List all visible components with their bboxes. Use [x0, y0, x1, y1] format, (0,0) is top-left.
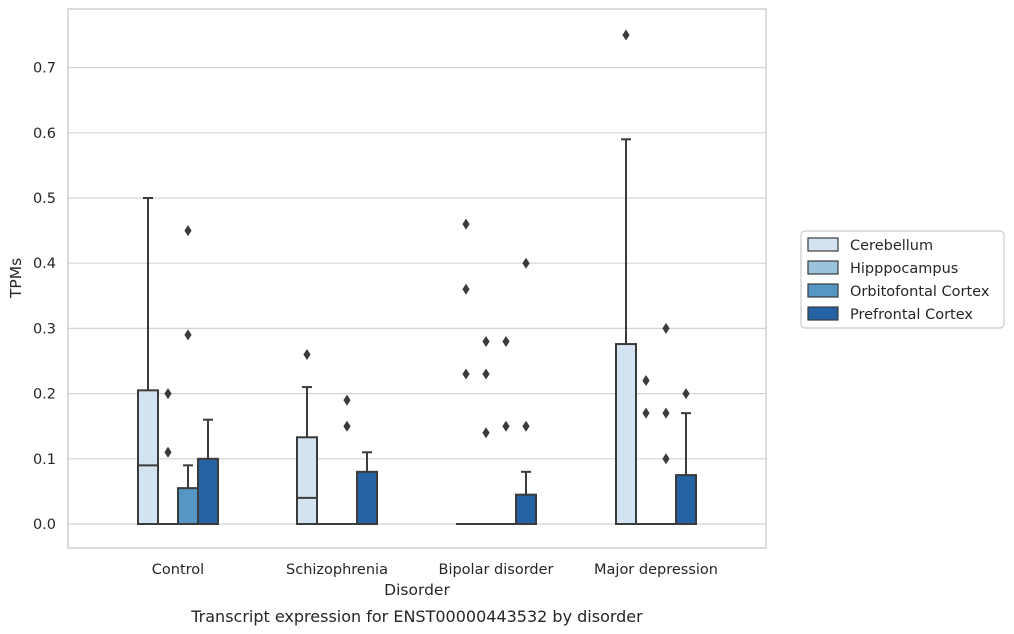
legend-label: Prefrontal Cortex	[850, 307, 973, 323]
box-cerebellum	[296, 348, 318, 525]
outlier-point	[502, 420, 510, 432]
outlier-point	[184, 329, 192, 341]
chart-caption: Transcript expression for ENST0000044353…	[190, 607, 643, 626]
y-tick-label: 0.0	[33, 517, 56, 533]
outlier-point	[522, 257, 530, 269]
box-prefrontal-cortex	[356, 451, 378, 525]
box-body	[515, 493, 537, 526]
legend-swatch	[807, 237, 839, 252]
outlier-point	[164, 446, 172, 458]
x-tick-label: Control	[152, 562, 204, 578]
box-body	[356, 470, 378, 525]
legend: Cerebellum Hipppocampus Orbitofontal Corte…	[800, 230, 1005, 329]
outlier-point	[303, 348, 311, 360]
outlier-point	[462, 218, 470, 230]
x-axis-ticks: Control Schizophrenia Bipolar disorder Majo…	[152, 562, 718, 578]
outlier-point	[482, 427, 490, 439]
box-body	[675, 474, 697, 526]
y-axis-label: TPMs	[7, 258, 25, 299]
y-tick-label: 0.4	[33, 256, 56, 272]
legend-label: Cerebellum	[850, 238, 933, 254]
box-cerebellum	[137, 197, 159, 525]
outlier-point	[462, 283, 470, 295]
box-cerebellum	[456, 218, 476, 525]
y-tick-label: 0.1	[33, 452, 56, 468]
outlier-point	[662, 407, 670, 419]
box-body	[177, 487, 199, 526]
outlier-point	[662, 322, 670, 334]
x-tick-label: Schizophrenia	[286, 562, 388, 578]
y-tick-label: 0.6	[33, 126, 56, 142]
outlier-point	[662, 453, 670, 465]
grid-lines	[68, 66, 766, 525]
y-tick-label: 0.3	[33, 321, 56, 337]
box-orbitofontal-cortex	[496, 335, 516, 525]
box-body	[615, 343, 637, 525]
outlier-point	[522, 420, 530, 432]
outlier-point	[164, 388, 172, 400]
box-plot-area	[137, 29, 697, 526]
box-body	[296, 436, 318, 525]
outlier-point	[184, 225, 192, 237]
box-hipppocampus	[476, 335, 496, 525]
outlier-point	[482, 335, 490, 347]
box-prefrontal-cortex	[197, 418, 219, 525]
outlier-point	[682, 388, 690, 400]
outlier-point	[502, 335, 510, 347]
outlier-point	[343, 394, 351, 406]
legend-label: Orbitofontal Cortex	[850, 284, 990, 300]
legend-swatch	[807, 260, 839, 275]
outlier-point	[622, 29, 630, 41]
x-axis-label: Disorder	[384, 581, 450, 599]
legend-label: Hipppocampus	[850, 261, 958, 277]
box-body	[137, 389, 159, 525]
box-prefrontal-cortex	[515, 257, 537, 526]
box-body	[197, 457, 219, 525]
y-tick-label: 0.5	[33, 191, 56, 207]
box-prefrontal-cortex	[675, 388, 697, 526]
outlier-point	[482, 368, 490, 380]
box-hipppocampus	[636, 375, 656, 525]
legend-frame	[800, 230, 1005, 329]
x-tick-label: Major depression	[594, 562, 718, 578]
y-tick-label: 0.2	[33, 387, 56, 403]
outlier-point	[462, 368, 470, 380]
box-cerebellum	[615, 29, 637, 525]
y-axis-ticks: 0.0 0.1 0.2 0.3 0.4 0.5 0.6 0.7	[33, 61, 56, 533]
outlier-point	[343, 420, 351, 432]
box-orbitofontal-cortex	[337, 394, 357, 525]
outlier-point	[642, 375, 650, 387]
x-tick-label: Bipolar disorder	[439, 562, 554, 578]
box-hipppocampus	[158, 388, 178, 525]
plot-frame	[67, 8, 767, 549]
box-orbitofontal-cortex	[656, 322, 676, 525]
y-tick-label: 0.7	[33, 61, 56, 77]
box-orbitofontal-cortex	[177, 225, 199, 526]
legend-swatch	[807, 283, 839, 298]
outlier-point	[642, 407, 650, 419]
legend-swatch	[807, 306, 839, 321]
